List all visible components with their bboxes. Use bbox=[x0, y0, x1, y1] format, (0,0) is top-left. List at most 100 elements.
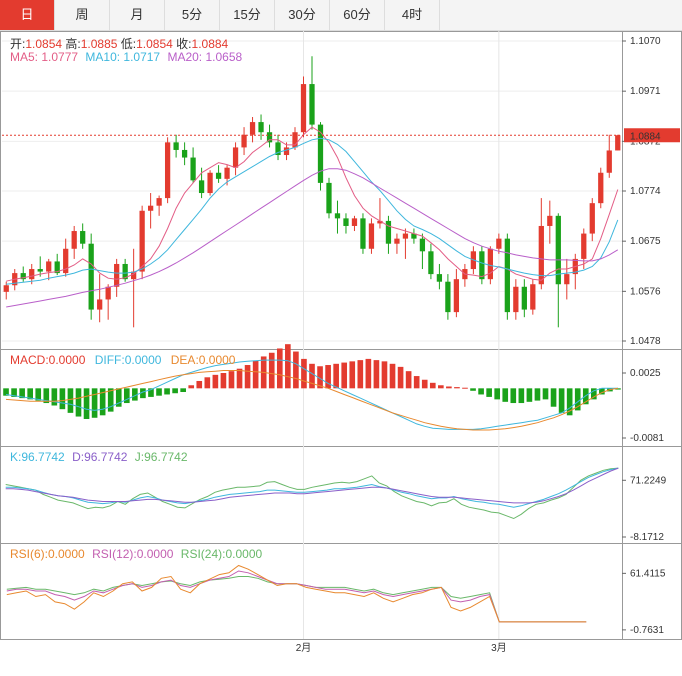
macd-bar bbox=[365, 358, 372, 389]
rsi6-value: RSI(6):0.0000 bbox=[10, 547, 85, 561]
macd-bar bbox=[615, 388, 621, 390]
dea-value: DEA:0.0000 bbox=[170, 353, 236, 367]
candle-body bbox=[334, 213, 341, 219]
macd-bar bbox=[599, 388, 605, 395]
ma5-value: MA5: 1.0777 bbox=[10, 50, 79, 64]
macd-tick-label: 0.0025 bbox=[630, 368, 661, 379]
tab-1[interactable]: 周 bbox=[55, 0, 110, 30]
candle-body bbox=[292, 132, 298, 148]
macd-bar bbox=[236, 368, 243, 389]
candle-body bbox=[275, 142, 281, 156]
macd-bar bbox=[389, 363, 396, 389]
candle-body bbox=[283, 147, 290, 156]
macd-bar bbox=[156, 388, 162, 396]
rsi-legend: RSI(6):0.0000 RSI(12):0.0000 RSI(24):0.0… bbox=[10, 547, 262, 561]
macd-bar bbox=[91, 388, 98, 418]
macd-bar bbox=[67, 388, 74, 413]
macd-bar bbox=[591, 388, 597, 400]
candle-body bbox=[436, 274, 443, 282]
macd-bar bbox=[244, 365, 251, 389]
open-value: 1.0854 bbox=[25, 37, 63, 51]
macd-bar bbox=[566, 388, 573, 416]
macd-tick-label: -0.0081 bbox=[630, 433, 664, 444]
macd-bar bbox=[470, 388, 476, 391]
price-tick-label: 1.0971 bbox=[630, 86, 661, 97]
candle-body bbox=[309, 84, 315, 125]
tab-4[interactable]: 15分 bbox=[220, 0, 275, 30]
candle-body bbox=[538, 225, 544, 285]
price-tick-label: 1.1070 bbox=[630, 36, 661, 47]
d-value: D:96.7742 bbox=[72, 450, 128, 464]
tab-5[interactable]: 30分 bbox=[275, 0, 330, 30]
tab-6[interactable]: 60分 bbox=[330, 0, 385, 30]
price-tick-label: 1.0576 bbox=[630, 286, 661, 297]
macd-bar bbox=[325, 365, 331, 389]
ma20-line bbox=[6, 168, 619, 308]
candle-body bbox=[249, 122, 256, 135]
macd-bar bbox=[550, 388, 557, 407]
macd-bar bbox=[454, 387, 460, 389]
candle-body bbox=[513, 286, 519, 313]
macd-bar bbox=[204, 377, 211, 389]
macd-bar bbox=[285, 344, 291, 389]
x-axis-label: 2月 bbox=[296, 642, 312, 654]
k-value: K:96.7742 bbox=[10, 450, 65, 464]
macd-bar bbox=[309, 363, 315, 389]
candle-body bbox=[530, 284, 536, 310]
macd-bar bbox=[51, 388, 58, 406]
macd-bar bbox=[228, 371, 235, 389]
macd-bar bbox=[132, 388, 138, 401]
macd-bar bbox=[19, 388, 25, 399]
candle-body bbox=[428, 251, 434, 275]
kdj-k-line bbox=[5, 467, 619, 508]
candle-body bbox=[156, 198, 162, 206]
macd-bar bbox=[349, 361, 356, 389]
macd-bar bbox=[518, 388, 525, 404]
kdj-j-line bbox=[5, 467, 619, 520]
macd-bar bbox=[558, 388, 565, 413]
candle-body bbox=[139, 210, 145, 272]
candle-body bbox=[598, 172, 604, 204]
chart-canvas: 1.10701.09711.08721.07741.06751.05761.04… bbox=[0, 31, 682, 654]
candle-body bbox=[71, 231, 77, 249]
ma20-value: MA20: 1.0658 bbox=[167, 50, 243, 64]
macd-bar bbox=[534, 388, 541, 401]
kdj-d-line bbox=[5, 467, 619, 504]
candle-body bbox=[300, 84, 307, 133]
macd-bar bbox=[148, 388, 154, 397]
macd-bar bbox=[75, 388, 82, 417]
candle-body bbox=[198, 180, 205, 194]
macd-bar bbox=[220, 373, 227, 389]
candle-body bbox=[394, 238, 400, 244]
current-price-tag-label: 1.0884 bbox=[630, 131, 661, 142]
candle-body bbox=[487, 248, 493, 280]
ma-legend: MA5: 1.0777 MA10: 1.0717 MA20: 1.0658 bbox=[10, 50, 242, 64]
candle-body bbox=[521, 286, 527, 310]
macd-bar bbox=[172, 388, 178, 394]
candle-body bbox=[37, 269, 43, 272]
macd-bar bbox=[397, 366, 404, 389]
macd-bar bbox=[140, 388, 146, 399]
j-value: J:96.7742 bbox=[134, 450, 188, 464]
rsi-tick-label: -0.7631 bbox=[630, 625, 664, 636]
tab-3[interactable]: 5分 bbox=[165, 0, 220, 30]
candle-body bbox=[241, 134, 247, 148]
macd-bar bbox=[115, 388, 122, 407]
macd-bar bbox=[526, 388, 533, 402]
candle-body bbox=[258, 122, 264, 133]
candle-body bbox=[479, 251, 485, 280]
candle-body bbox=[589, 203, 595, 234]
candle-body bbox=[419, 238, 426, 252]
macd-value: MACD:0.0000 bbox=[10, 353, 86, 367]
candle-body bbox=[114, 263, 120, 287]
candle-body bbox=[80, 231, 86, 244]
candle-body bbox=[173, 142, 179, 150]
macd-bar bbox=[212, 374, 219, 389]
ohlc-legend: 开:1.0854 高:1.0885 低:1.0854 收:1.0884 bbox=[10, 35, 228, 52]
candle-body bbox=[445, 281, 451, 313]
price-tick-label: 1.0478 bbox=[630, 336, 661, 347]
tab-7[interactable]: 4时 bbox=[385, 0, 440, 30]
tab-2[interactable]: 月 bbox=[110, 0, 165, 30]
tab-0[interactable]: 日 bbox=[0, 0, 55, 30]
macd-bar bbox=[405, 371, 412, 389]
